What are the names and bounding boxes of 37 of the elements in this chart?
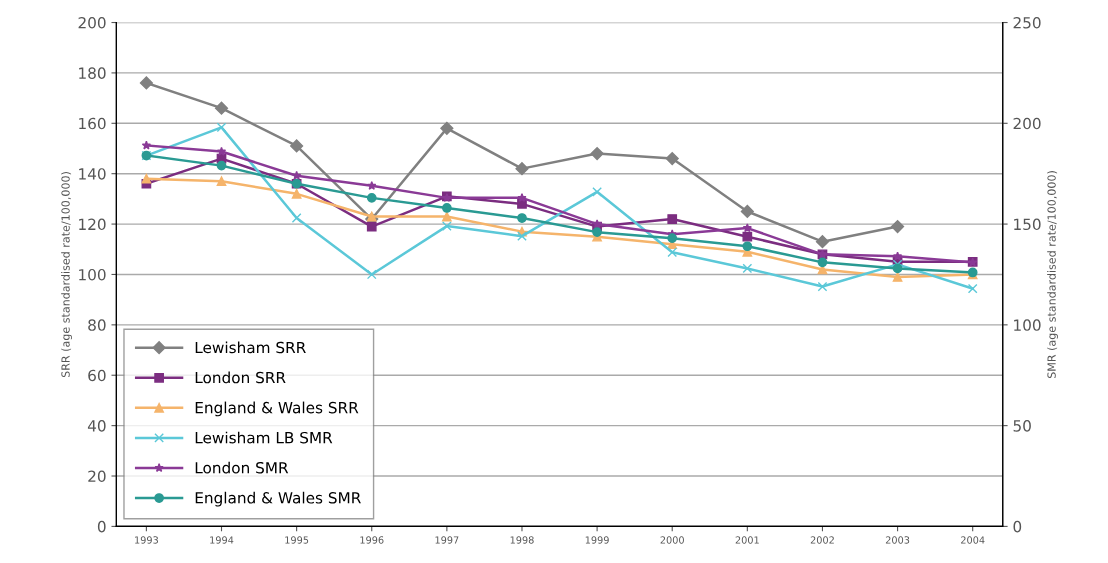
y-axis-title: SRR (age standardised rate/100,000) (61, 172, 72, 378)
legend-label: England & Wales SRR (195, 401, 359, 417)
x-tick-label: 1993 (135, 536, 158, 544)
x-tick-label: 1996 (360, 536, 384, 544)
x-tick-label: 2003 (885, 536, 910, 544)
y2-tick-label: 50 (1013, 420, 1031, 432)
legend-label: London SMR (195, 461, 289, 474)
y-tick-label: 180 (79, 67, 106, 79)
y2-tick-label: 250 (1013, 16, 1041, 29)
y-tick-label: 120 (79, 218, 106, 231)
y-tick-label: 200 (78, 16, 106, 29)
y2-tick-label: 0 (1013, 520, 1022, 533)
y-tick-label: 100 (79, 268, 106, 281)
y-tick-label: 20 (88, 470, 106, 483)
legend-label: Lewisham LB SMR (195, 431, 333, 444)
y-tick-label: 140 (79, 168, 106, 180)
y2-tick-label: 150 (1014, 218, 1041, 231)
y2-axis-title: SMR (age standardised rate/100,000) (1047, 171, 1058, 379)
legend-label: Lewisham SRR (195, 341, 306, 354)
x-tick-label: 1994 (210, 536, 234, 544)
y-tick-label: 80 (88, 319, 106, 331)
y-tick-label: 0 (97, 520, 106, 533)
x-tick-label: 2004 (961, 536, 985, 544)
y2-tick-label: 100 (1014, 319, 1041, 331)
x-tick-label: 1999 (585, 536, 609, 544)
y2-tick-label: 200 (1013, 117, 1041, 130)
y-tick-label: 60 (88, 369, 106, 382)
x-tick-label: 2000 (660, 536, 684, 544)
y-tick-label: 160 (79, 117, 106, 130)
x-tick-label: 2001 (735, 536, 759, 544)
x-tick-label: 1995 (285, 536, 309, 544)
x-tick-label: 1998 (510, 536, 534, 544)
legend-label: England & Wales SMR (195, 491, 361, 507)
x-tick-label: 2002 (810, 536, 834, 544)
y-tick-label: 40 (87, 420, 106, 432)
x-tick-label: 1997 (435, 536, 459, 544)
legend-label: London SRR (195, 371, 286, 384)
